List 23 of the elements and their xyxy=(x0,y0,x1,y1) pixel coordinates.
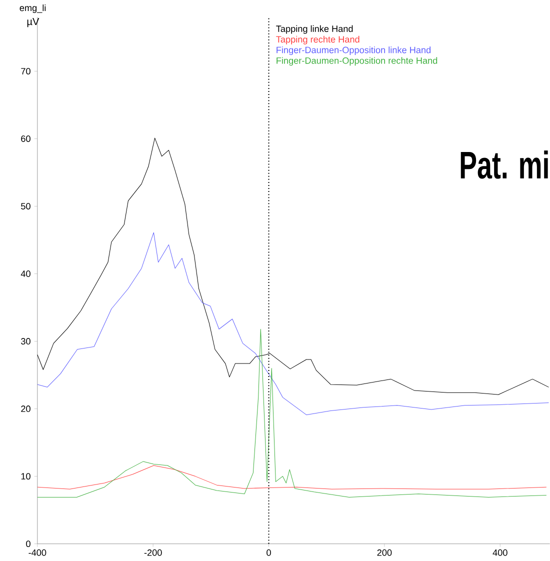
chart-title: emg_li xyxy=(20,4,46,13)
text: Tapping linke Hand xyxy=(276,25,353,34)
x-tick-label: -400 xyxy=(28,549,46,556)
line-series xyxy=(37,232,550,416)
y-tick-label: 0 xyxy=(26,540,31,548)
x-tick-label: 400 xyxy=(492,549,508,556)
annotation: Pat. mi xyxy=(460,150,548,179)
x-tick-label: 200 xyxy=(377,549,392,556)
x-tick-label: 0 xyxy=(266,549,272,556)
y-tick-label: 20 xyxy=(21,406,31,412)
y-tick-label: 50 xyxy=(21,203,31,210)
y-tick-label: 10 xyxy=(21,473,31,480)
x-tick-label: -200 xyxy=(144,549,162,556)
y-axis-title: µV xyxy=(27,18,40,28)
line-series xyxy=(37,328,547,498)
y-tick-label: 40 xyxy=(20,270,31,277)
y-tick-label: 30 xyxy=(21,338,31,344)
text: Finger-Daumen-Opposition rechte Hand xyxy=(276,57,438,66)
y-tick-label: 70 xyxy=(21,68,31,74)
text: Tapping rechte Hand xyxy=(276,36,360,44)
y-tick-label: 60 xyxy=(21,135,31,142)
line-series xyxy=(37,465,547,490)
text: Finger-Daumen-Opposition linke Hand xyxy=(276,46,431,55)
